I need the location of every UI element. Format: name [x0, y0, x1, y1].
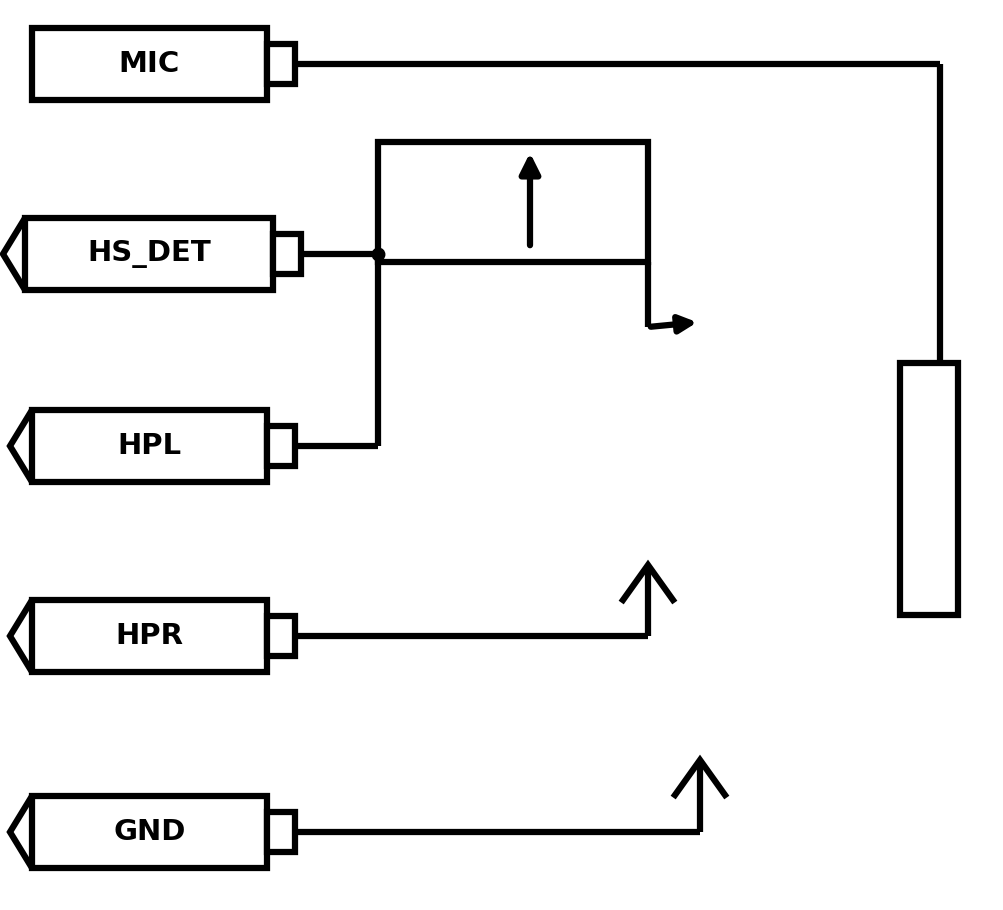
Bar: [32, 600, 267, 672]
Text: HS_DET: HS_DET: [87, 240, 211, 268]
Bar: [267, 426, 295, 466]
Text: HPR: HPR: [115, 622, 184, 650]
Bar: [267, 812, 295, 852]
Bar: [32, 410, 267, 482]
Bar: [273, 234, 301, 274]
Bar: [899, 363, 957, 615]
Bar: [25, 218, 273, 290]
Bar: [32, 28, 267, 100]
Text: MIC: MIC: [118, 50, 180, 78]
Bar: [32, 796, 267, 868]
Bar: [267, 616, 295, 656]
Bar: [267, 44, 295, 84]
Text: HPL: HPL: [117, 432, 182, 460]
Bar: [377, 142, 647, 262]
Text: GND: GND: [113, 818, 186, 846]
